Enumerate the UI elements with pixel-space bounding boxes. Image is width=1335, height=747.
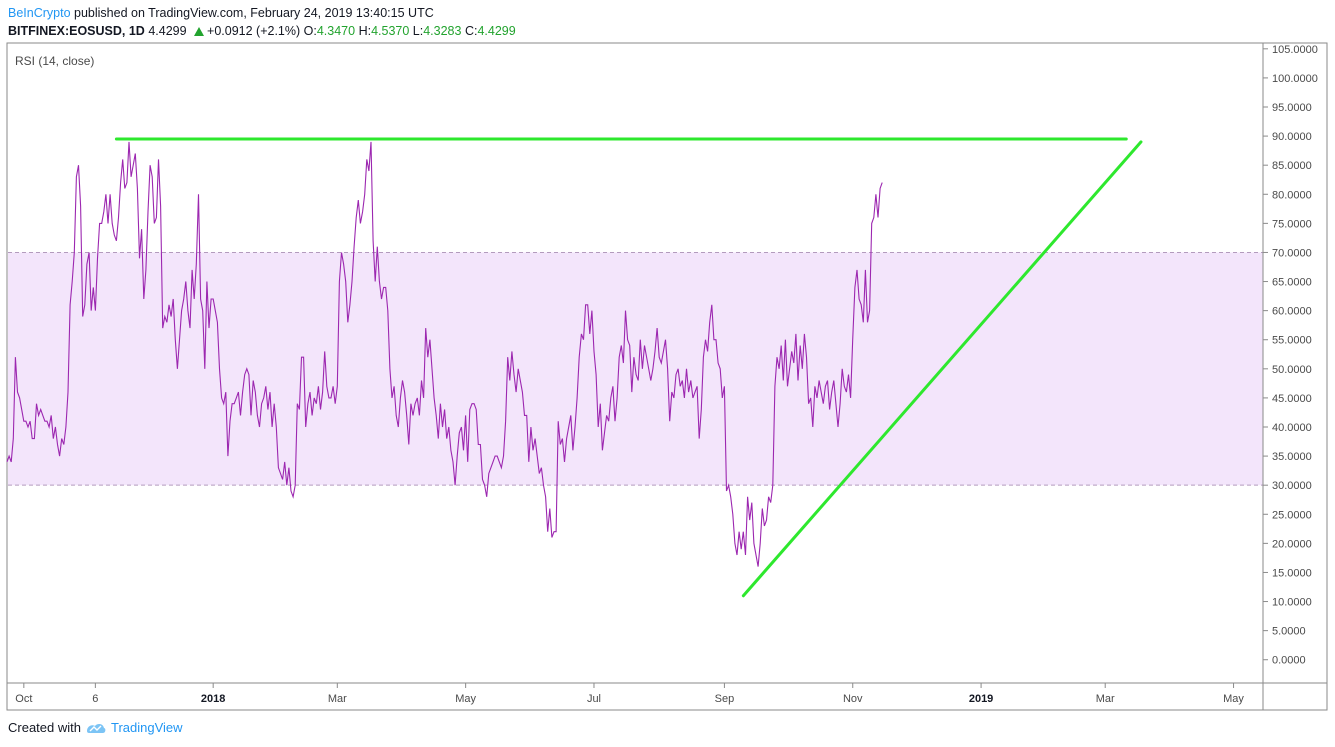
publish-line: BeInCrypto published on TradingView.com,… [8, 4, 516, 22]
y-tick-label: 25.0000 [1272, 509, 1312, 521]
y-tick-label: 20.0000 [1272, 538, 1312, 550]
last-price: 4.4299 [148, 24, 187, 38]
drawing-tools[interactable] [114, 137, 1143, 598]
chart-frame [6, 42, 1328, 711]
x-tick-label: 6 [92, 693, 98, 705]
y-tick-label: 45.0000 [1272, 393, 1312, 405]
indicator-label: RSI (14, close) [15, 54, 94, 68]
y-tick-label: 90.0000 [1272, 131, 1312, 143]
time-scale[interactable]: Oct 6 2018 Mar May Jul Sep Nov 2019 Mar May [15, 683, 1244, 705]
up-arrow-icon [194, 27, 205, 36]
price-scale[interactable]: 105.0000 100.0000 95.0000 90.0000 85.0000 80.… [1263, 44, 1318, 667]
y-tick-label: 70.0000 [1272, 247, 1312, 259]
y-tick-label: 55.0000 [1272, 335, 1312, 347]
publisher-link[interactable]: BeInCrypto [8, 6, 71, 20]
high-value: 4.5370 [371, 24, 410, 38]
x-tick-label: Oct [15, 693, 32, 705]
x-tick-label: 2019 [969, 693, 993, 705]
x-tick-label: Jul [587, 693, 601, 705]
y-tick-label: 105.0000 [1272, 44, 1318, 56]
y-tick-label: 5.0000 [1272, 626, 1306, 638]
y-tick-label: 65.0000 [1272, 277, 1312, 289]
y-tick-label: 60.0000 [1272, 306, 1312, 318]
y-tick-label: 10.0000 [1272, 597, 1312, 609]
symbol-line: BITFINEX:EOSUSD, 1D 4.4299 +0.0912 (+2.1… [8, 22, 516, 40]
created-with-text: Created with [8, 720, 81, 735]
y-tick-label: 100.0000 [1272, 73, 1318, 85]
x-tick-label: 2018 [201, 693, 225, 705]
x-tick-label: Mar [328, 693, 347, 705]
support-trendline[interactable] [741, 140, 1143, 598]
x-tick-label: Mar [1096, 693, 1115, 705]
published-text: published on TradingView.com, February 2… [74, 6, 434, 20]
x-tick-label: May [455, 693, 476, 705]
price-change: +0.0912 (+2.1%) [207, 24, 301, 38]
high-label: H: [358, 24, 372, 38]
y-tick-label: 85.0000 [1272, 160, 1312, 172]
y-tick-label: 0.0000 [1272, 655, 1306, 667]
x-tick-label: Sep [715, 693, 735, 705]
rsi-line [6, 141, 883, 567]
y-tick-label: 35.0000 [1272, 451, 1312, 463]
y-tick-label: 40.0000 [1272, 422, 1312, 434]
y-tick-label: 95.0000 [1272, 102, 1312, 114]
low-label: L: [412, 24, 424, 38]
open-value: 4.3470 [316, 24, 356, 38]
open-label: O: [303, 24, 317, 38]
low-value: 4.3283 [423, 24, 462, 38]
close-value: 4.4299 [477, 24, 516, 38]
y-tick-label: 50.0000 [1272, 364, 1312, 376]
footer: Created with TradingView [8, 720, 183, 735]
y-tick-label: 75.0000 [1272, 218, 1312, 230]
tradingview-logo-icon [86, 723, 106, 733]
close-label: C: [464, 24, 478, 38]
y-tick-label: 30.0000 [1272, 480, 1312, 492]
x-tick-label: Nov [843, 693, 863, 705]
chart-header: BeInCrypto published on TradingView.com,… [8, 4, 516, 40]
symbol-label: BITFINEX:EOSUSD, 1D [8, 24, 145, 38]
y-tick-label: 80.0000 [1272, 189, 1312, 201]
x-tick-label: May [1223, 693, 1244, 705]
y-tick-label: 15.0000 [1272, 567, 1312, 579]
tradingview-link[interactable]: TradingView [110, 720, 183, 735]
